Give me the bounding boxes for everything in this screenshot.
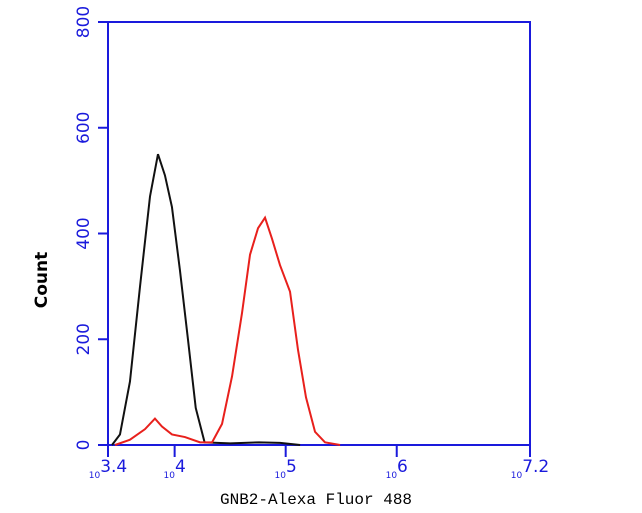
plot-frame [107,21,531,446]
x-axis-label: GNB2-Alexa Fluor 488 [220,491,412,509]
y-tick-label: 800 [74,6,94,38]
y-tick-label: 600 [74,112,94,144]
histogram-line [111,153,301,446]
x-tick-label: 104 [163,457,185,481]
x-tick-label: 103.4 [89,457,128,481]
x-tick-label: 105 [275,457,297,481]
histogram-line [114,215,341,446]
y-tick-label: 200 [74,323,94,355]
y-tick-label: 0 [74,440,94,451]
y-tick-label: 400 [74,217,94,249]
y-axis-label: Count [32,252,52,309]
x-tick-label: 106 [386,457,408,481]
x-tick-label: 107.2 [511,457,550,481]
